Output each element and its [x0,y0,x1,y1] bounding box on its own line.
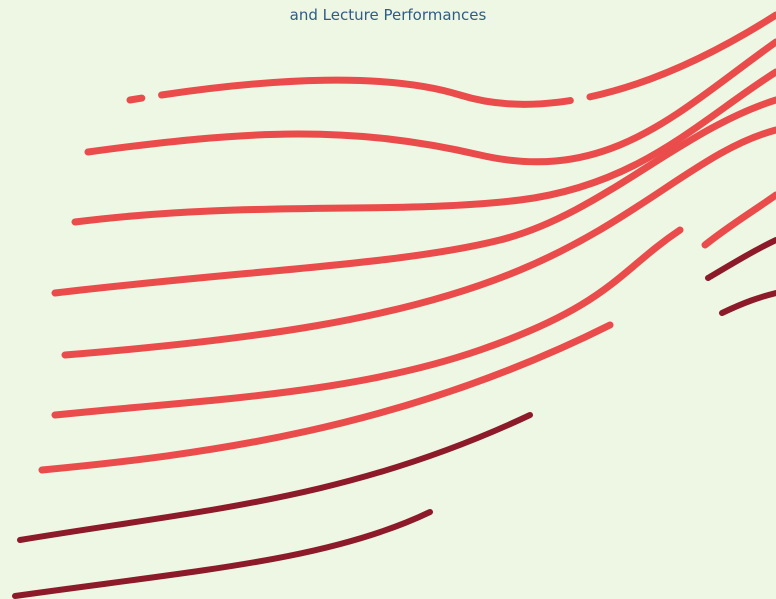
stroke [701,191,776,249]
stroke [51,226,684,419]
subtitle: and Lecture Performances [289,6,487,24]
stroke [84,38,776,166]
stroke [705,237,776,281]
stroke [38,321,614,474]
stroke [61,126,776,359]
stroke [12,509,433,599]
stroke [126,11,776,108]
stroke [51,96,776,297]
stroke [719,290,776,316]
stroke [71,68,776,226]
stroke [17,412,533,543]
